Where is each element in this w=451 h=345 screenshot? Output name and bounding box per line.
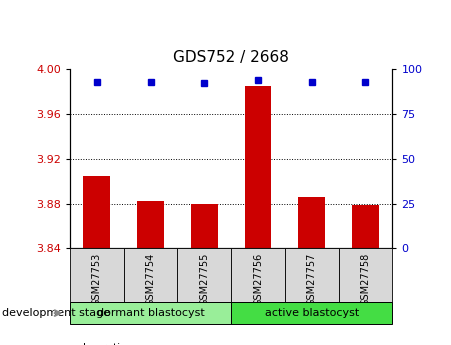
Bar bbox=[124, 248, 177, 302]
Bar bbox=[285, 248, 339, 302]
Text: GSM27755: GSM27755 bbox=[199, 253, 209, 306]
Text: development stage: development stage bbox=[2, 308, 110, 318]
Text: dormant blastocyst: dormant blastocyst bbox=[97, 308, 204, 318]
Bar bbox=[352, 205, 379, 248]
Bar bbox=[191, 204, 218, 248]
Text: GSM27758: GSM27758 bbox=[360, 253, 371, 306]
Bar bbox=[83, 176, 110, 248]
Bar bbox=[339, 248, 392, 302]
Title: GDS752 / 2668: GDS752 / 2668 bbox=[173, 50, 289, 65]
Bar bbox=[298, 197, 325, 248]
Bar bbox=[177, 248, 231, 302]
Bar bbox=[231, 248, 285, 302]
Text: active blastocyst: active blastocyst bbox=[265, 308, 359, 318]
Text: GSM27754: GSM27754 bbox=[146, 253, 156, 306]
Text: GSM27753: GSM27753 bbox=[92, 253, 102, 306]
Bar bbox=[70, 248, 124, 302]
Bar bbox=[244, 86, 272, 248]
Bar bbox=[231, 302, 392, 324]
Text: log ratio: log ratio bbox=[83, 344, 127, 345]
Bar bbox=[70, 302, 231, 324]
Text: GSM27756: GSM27756 bbox=[253, 253, 263, 306]
Bar bbox=[137, 201, 164, 248]
Text: GSM27757: GSM27757 bbox=[307, 253, 317, 306]
